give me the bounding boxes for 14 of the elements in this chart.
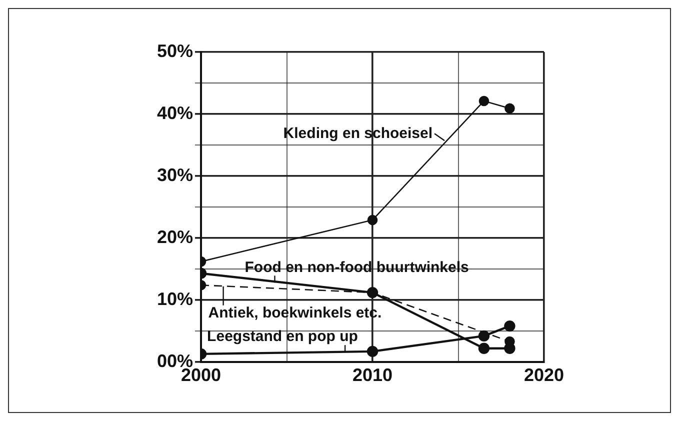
- point: [367, 214, 378, 226]
- y-tick-label: 10%: [156, 288, 193, 309]
- point: [366, 346, 378, 358]
- point: [504, 320, 516, 332]
- point: [478, 330, 490, 342]
- y-tick-label: 30%: [156, 164, 193, 185]
- point: [478, 96, 490, 106]
- x-tick-label: 2020: [524, 364, 564, 385]
- x-tick-label: 2010: [352, 364, 393, 385]
- y-tick-label: 40%: [156, 102, 193, 123]
- point: [478, 342, 490, 354]
- y-tick-label: 20%: [156, 226, 193, 247]
- point: [504, 103, 515, 114]
- y-tick-label: 50%: [156, 40, 193, 61]
